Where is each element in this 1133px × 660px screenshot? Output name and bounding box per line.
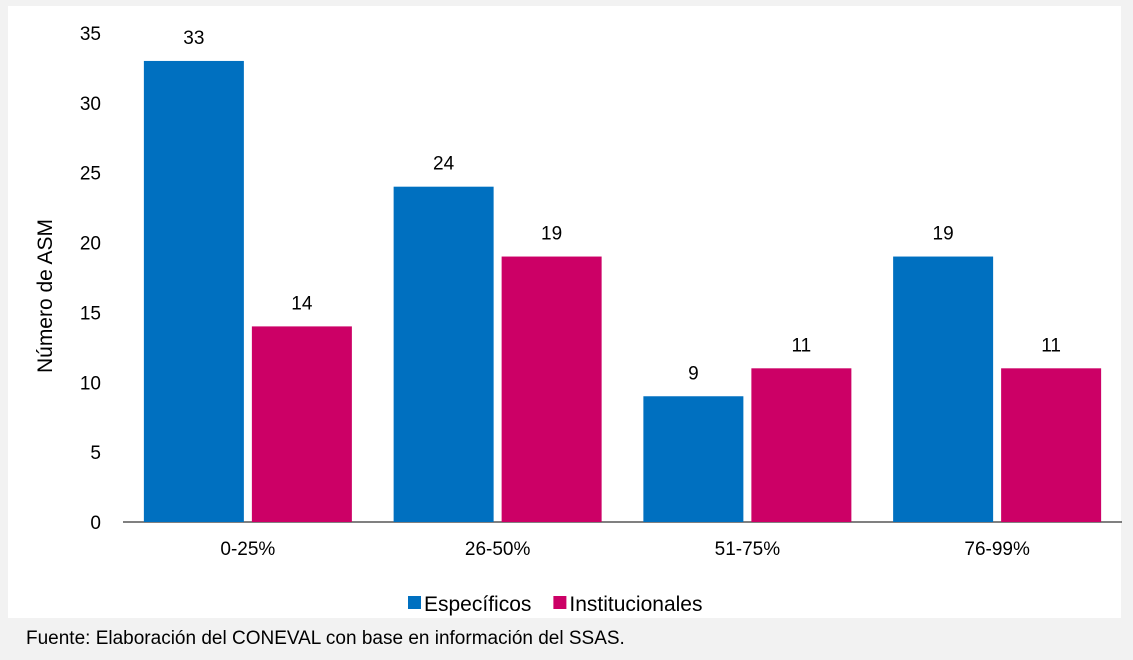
bar-value-label: 9: [688, 363, 699, 384]
y-tick-label: 0: [90, 513, 101, 534]
bar: [393, 186, 494, 522]
x-tick-label: 26-50%: [465, 539, 531, 560]
legend-label: Específicos: [424, 593, 531, 616]
x-tick-label: 76-99%: [964, 539, 1030, 560]
legend-swatch: [408, 596, 421, 609]
bar: [143, 60, 244, 522]
x-tick-label: 0-25%: [220, 539, 275, 560]
legend-swatch: [553, 596, 567, 609]
y-tick-label: 35: [80, 24, 101, 45]
y-axis-ticks: 0 5 10 15 20 25 30 35: [80, 24, 101, 534]
data-labels-group: 33 14 24 19 9 11 19 11: [183, 28, 1061, 384]
bar-value-label: 19: [541, 224, 562, 245]
bar: [893, 256, 994, 522]
y-tick-label: 25: [80, 164, 101, 185]
y-axis-label: Número de ASM: [34, 219, 57, 373]
bar-value-label: 24: [433, 154, 455, 175]
bar-value-label: 11: [1041, 335, 1061, 356]
y-tick-label: 5: [90, 443, 101, 464]
y-tick-label: 15: [80, 303, 101, 324]
bar-value-label: 11: [792, 335, 812, 356]
x-tick-label: 51-75%: [715, 539, 781, 560]
bar-value-label: 33: [183, 28, 204, 49]
bar: [501, 256, 602, 522]
source-note: Fuente: Elaboración del CONEVAL con base…: [26, 628, 625, 649]
bar-value-label: 19: [933, 224, 954, 245]
y-tick-label: 30: [80, 94, 101, 115]
y-tick-label: 20: [80, 234, 101, 255]
bar-value-label: 14: [291, 293, 313, 314]
bar: [751, 368, 852, 522]
bar: [1001, 368, 1102, 522]
legend-label: Institucionales: [569, 593, 702, 616]
x-axis-ticks: 0-25% 26-50% 51-75% 76-99%: [220, 539, 1030, 560]
bar: [643, 396, 744, 522]
legend: Específicos Institucionales: [408, 593, 702, 616]
bars-group: [143, 60, 1102, 522]
bar: [251, 326, 352, 522]
y-tick-label: 10: [80, 373, 101, 394]
